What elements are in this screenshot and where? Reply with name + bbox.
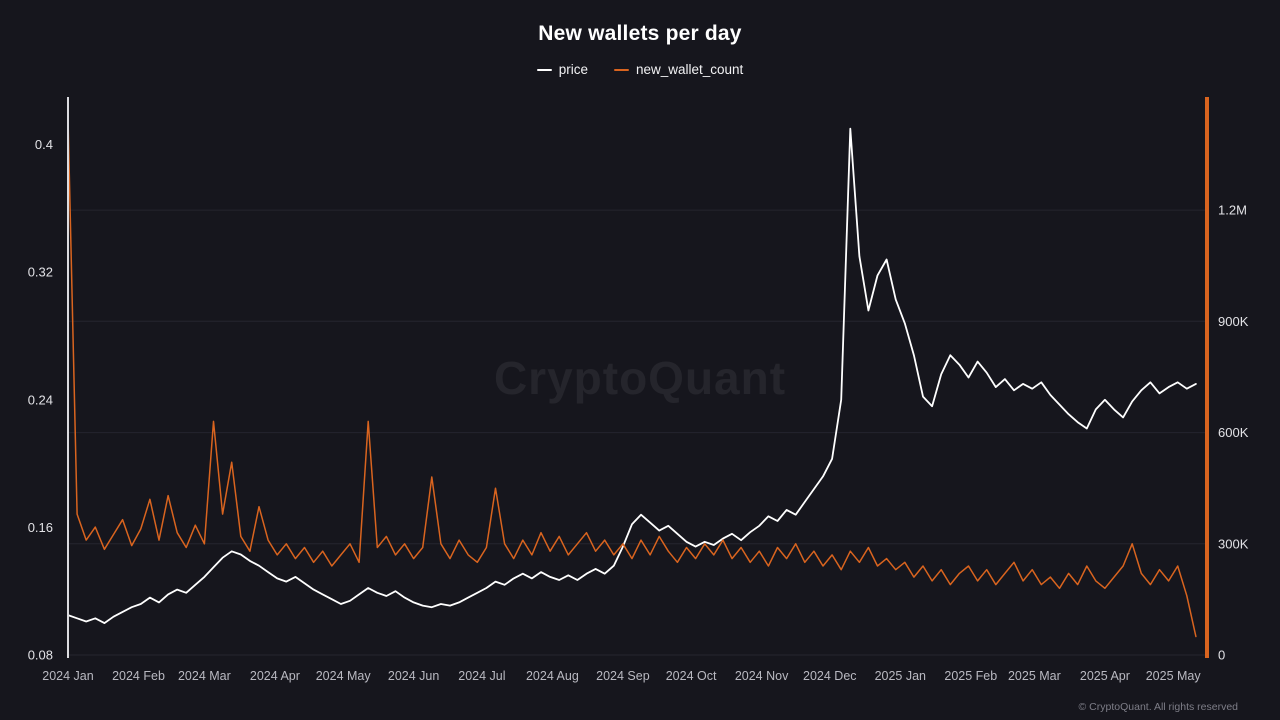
- legend-dash-new-wallet-count-icon: [613, 68, 629, 71]
- y-axis-left-tick-label: 0.32: [28, 265, 53, 280]
- x-axis-tick-label: 2024 Feb: [112, 669, 165, 683]
- x-axis-tick-label: 2024 Dec: [803, 669, 857, 683]
- new-wallet-count-line: [67, 116, 1197, 638]
- y-axis-right-tick-label: 1.2M: [1218, 203, 1247, 218]
- y-axis-right-tick-label: 600K: [1218, 425, 1249, 440]
- x-axis-tick-label: 2024 Nov: [735, 669, 789, 683]
- x-axis-tick-label: 2024 Mar: [178, 669, 231, 683]
- x-axis-tick-label: 2025 Jan: [875, 669, 926, 683]
- y-axis-right-tick-label: 900K: [1218, 314, 1249, 329]
- y-axis-left-tick-label: 0.16: [28, 520, 53, 535]
- copyright-footer: © CryptoQuant. All rights reserved: [1078, 701, 1238, 713]
- legend-item-new-wallet-count[interactable]: new_wallet_count: [613, 62, 744, 77]
- y-axis-left-tick-label: 0.08: [28, 648, 53, 663]
- price-line: [67, 127, 1197, 624]
- x-axis-tick-label: 2025 Feb: [944, 669, 997, 683]
- y-axis-left-tick-label: 0.4: [35, 137, 53, 152]
- x-axis-tick-label: 2025 Apr: [1080, 669, 1130, 683]
- y-axis-right-tick-label: 300K: [1218, 536, 1249, 551]
- legend: price new_wallet_count: [0, 62, 1280, 77]
- y-axis-left-tick-label: 0.24: [28, 392, 53, 407]
- legend-item-price[interactable]: price: [536, 62, 588, 77]
- x-axis-tick-label: 2024 Jul: [458, 669, 505, 683]
- x-axis-tick-label: 2025 Mar: [1008, 669, 1061, 683]
- x-axis-tick-label: 2024 Jun: [388, 669, 439, 683]
- chart-title: New wallets per day: [538, 22, 742, 45]
- legend-dash-price-icon: [536, 68, 552, 71]
- legend-label-price: price: [558, 62, 588, 77]
- x-axis-tick-label: 2025 May: [1146, 669, 1202, 683]
- y-axis-right-tick-label: 0: [1218, 648, 1225, 663]
- x-axis-tick-label: 2024 Sep: [596, 669, 650, 683]
- x-axis-tick-label: 2024 Aug: [526, 669, 579, 683]
- legend-label-new-wallet-count: new_wallet_count: [635, 62, 744, 77]
- x-axis-tick-label: 2024 Jan: [42, 669, 93, 683]
- x-axis-tick-label: 2024 May: [316, 669, 372, 683]
- x-axis-tick-label: 2024 Apr: [250, 669, 300, 683]
- x-axis-tick-label: 2024 Oct: [666, 669, 717, 683]
